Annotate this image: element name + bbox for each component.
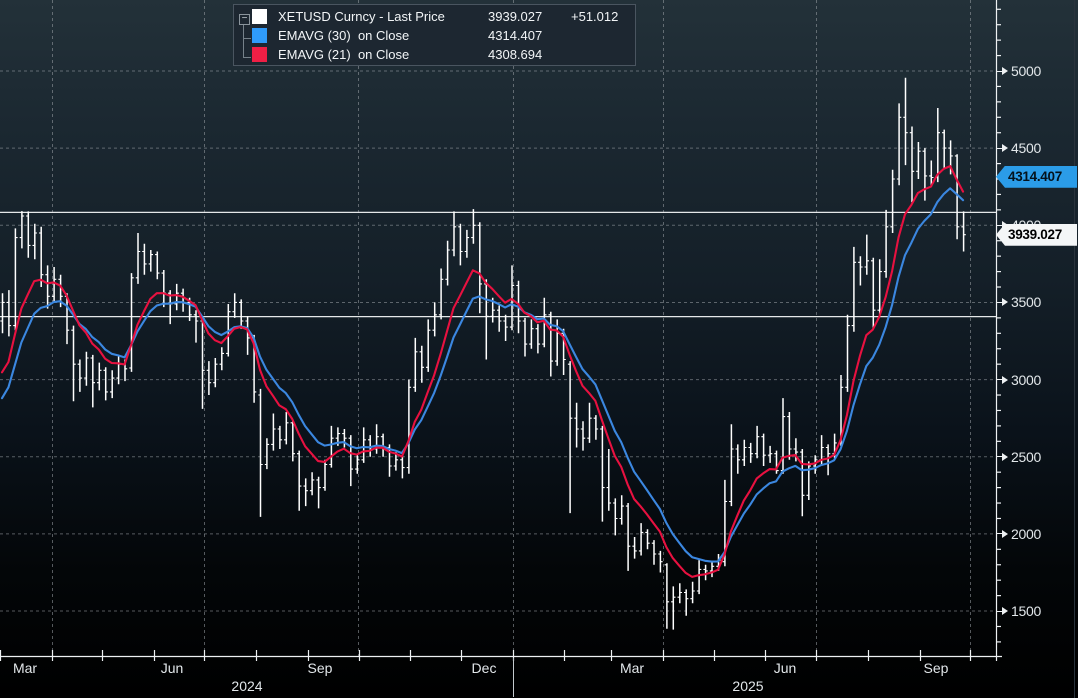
- legend-tree-line: [243, 24, 244, 58]
- window-right-edge: [1074, 0, 1075, 698]
- x-axis-month-label: Mar: [619, 660, 645, 676]
- ohlc-bars: [1, 77, 965, 630]
- legend-label: EMAVG (21) on Close: [278, 47, 410, 62]
- legend-value: 3939.027: [488, 9, 543, 24]
- legend-label: EMAVG (30) on Close: [278, 28, 410, 43]
- y-axis-tick-label: 4500: [996, 139, 1041, 157]
- x-axis-month-label: Dec: [471, 660, 497, 676]
- last-price-axis-bubble: 3939.027: [996, 223, 1077, 246]
- ema30-swatch-icon: [252, 28, 267, 43]
- y-axis-tick-label: 3500: [996, 293, 1041, 311]
- x-axis-month-label: Sep: [923, 660, 949, 676]
- ema-21-line: [0, 165, 965, 578]
- legend-tree-line: [243, 57, 251, 58]
- legend-row-emavg-21[interactable]: EMAVG (21) on Close 4308.694: [234, 45, 635, 64]
- y-axis-tick-label: 3000: [996, 371, 1041, 389]
- x-axis-month-label: Sep: [307, 660, 333, 676]
- legend-label: XETUSD Curncy - Last Price: [278, 9, 445, 24]
- legend-value: 4308.694: [488, 47, 543, 62]
- y-axis-tick-label: 2500: [996, 448, 1041, 466]
- legend-collapse-icon[interactable]: −: [239, 14, 250, 25]
- legend-row-last-price[interactable]: XETUSD Curncy - Last Price 3939.027 +51.…: [234, 7, 635, 26]
- legend-row-emavg-30[interactable]: EMAVG (30) on Close 4314.407: [234, 26, 635, 45]
- ohlc-close-ticks: [2, 116, 966, 603]
- chart-legend[interactable]: − XETUSD Curncy - Last Price 3939.027 +5…: [233, 4, 636, 66]
- y-axis-tick-label: 5000: [996, 62, 1041, 80]
- x-axis-year-label: 2025: [732, 678, 764, 694]
- x-axis-month-label: Mar: [12, 660, 38, 676]
- x-axis-month-label: Jun: [160, 660, 184, 676]
- x-axis-month-label: Jun: [773, 660, 797, 676]
- legend-tree-line: [243, 38, 251, 39]
- ohlc-open-ticks: [0, 116, 964, 603]
- legend-value: 4314.407: [488, 28, 543, 43]
- x-axis-year-label: 2024: [231, 678, 263, 694]
- ema30-axis-price-bubble: 4314.407: [996, 165, 1077, 188]
- ema-30-line: [0, 187, 965, 563]
- y-axis-tick-label: 2000: [996, 525, 1041, 543]
- ema21-swatch-icon: [252, 47, 267, 62]
- y-axis-tick-label: 1500: [996, 602, 1041, 620]
- last-price-swatch-icon: [252, 9, 267, 24]
- legend-change: +51.012: [571, 9, 619, 24]
